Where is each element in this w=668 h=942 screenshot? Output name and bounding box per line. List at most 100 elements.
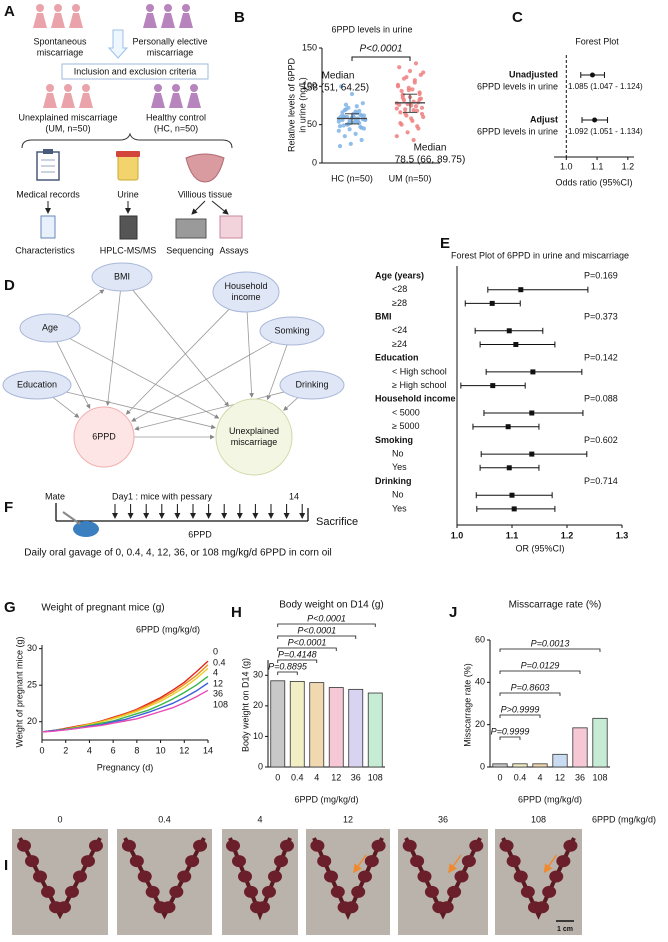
embryo	[262, 885, 276, 898]
embryo	[137, 870, 152, 883]
annotation: Median	[414, 143, 447, 154]
embryo	[447, 885, 462, 898]
data-point	[358, 112, 363, 117]
chart-title: Forest Plot	[575, 36, 619, 46]
dag-node	[2, 370, 72, 400]
data-point	[348, 141, 353, 146]
document-icon	[40, 215, 56, 239]
data-point	[347, 127, 352, 132]
embryo	[317, 855, 332, 868]
comparison-bracket	[499, 736, 521, 740]
or-point	[589, 72, 595, 78]
embryo	[542, 885, 557, 898]
x-tick-label: 12	[555, 772, 565, 782]
or-point	[489, 300, 495, 306]
panel-label: D	[4, 277, 15, 294]
or-point	[509, 492, 515, 498]
y-axis-label: Weight of pregnant mice (g)	[14, 637, 24, 748]
p-value: P<0.0001	[359, 44, 402, 55]
p-value: P=0.373	[584, 311, 618, 321]
data-point	[359, 125, 364, 130]
label: Inclusion and exclusion criteria	[74, 66, 197, 76]
person-icon	[54, 4, 62, 12]
x-tick-label: 0	[497, 772, 502, 782]
embryo	[351, 885, 366, 898]
bar	[492, 763, 508, 768]
bar	[328, 687, 344, 768]
day-label: 14	[289, 491, 299, 501]
p-value: P=0.4148	[278, 649, 317, 659]
data-point	[409, 116, 414, 121]
bar	[309, 682, 325, 768]
p-value: P>0.9999	[501, 704, 540, 714]
x-tick-label: 6	[111, 745, 116, 755]
y-tick-label: 20	[253, 700, 263, 710]
p-value: P<0.0001	[307, 613, 346, 623]
embryo	[73, 870, 87, 883]
x-tick-label: 12	[331, 772, 341, 782]
person-icon	[46, 84, 54, 92]
or-point	[529, 451, 535, 457]
embryo	[424, 885, 439, 898]
comparison-bracket	[277, 635, 357, 639]
x-tick-label: 1.0	[560, 161, 573, 171]
dag-node	[73, 406, 135, 468]
embryo	[81, 855, 95, 868]
scale-label: 1 cm	[557, 926, 573, 933]
y-tick-label: 60	[475, 634, 485, 644]
dag-edge	[105, 290, 121, 406]
y-tick-label: 20	[475, 719, 485, 729]
data-point	[361, 113, 367, 118]
data-point	[352, 115, 357, 120]
node-label: income	[231, 292, 260, 302]
embryo	[469, 839, 484, 852]
data-point	[405, 130, 410, 135]
data-point	[397, 102, 402, 107]
value-label: 1.085 (1.047 - 1.124)	[568, 82, 643, 91]
data-point	[419, 111, 425, 117]
data-point	[339, 84, 344, 89]
data-point	[411, 137, 416, 143]
bar	[270, 680, 286, 768]
embryo	[330, 885, 345, 898]
label: Personally elective	[132, 36, 207, 46]
annotation: Median	[322, 71, 355, 82]
p-value: P=0.9999	[491, 726, 530, 736]
label: Unexplained miscarriage	[18, 112, 117, 122]
person-icon	[61, 93, 75, 108]
panel-label: A	[4, 3, 15, 20]
data-point	[357, 121, 362, 126]
node-label: Drinking	[295, 379, 328, 389]
embryo	[513, 870, 528, 883]
person-icon	[64, 84, 72, 92]
x-axis-label: Odds ratio (95%CI)	[555, 177, 632, 187]
comparison-bracket	[277, 623, 376, 627]
group-label: Age (years)	[375, 270, 424, 280]
data-point	[341, 114, 346, 119]
person-icon	[161, 13, 175, 28]
legend-label: 0	[213, 646, 218, 656]
brace	[21, 132, 233, 149]
embryo	[364, 855, 379, 868]
embryo	[520, 885, 535, 898]
embryo	[563, 839, 578, 852]
node-label: Household	[224, 281, 267, 291]
mouse-icon	[73, 521, 99, 537]
data-point	[394, 106, 399, 111]
label: miscarriage	[37, 47, 84, 57]
embryo	[506, 855, 521, 868]
dag-node	[91, 262, 153, 292]
arrow	[211, 200, 229, 215]
row-label: Adjust	[530, 114, 558, 124]
series-line	[41, 675, 209, 733]
x-tick-label: 0.4	[514, 772, 527, 782]
embryo	[238, 870, 252, 883]
x-tick-label: 4	[537, 772, 542, 782]
funnel-icon	[107, 29, 129, 59]
or-point	[511, 506, 517, 512]
x-tick-label: 108	[368, 772, 383, 782]
dag-node	[279, 370, 345, 400]
label: miscarriage	[147, 47, 194, 57]
label: Sequencing	[166, 245, 214, 255]
embryo	[185, 855, 200, 868]
